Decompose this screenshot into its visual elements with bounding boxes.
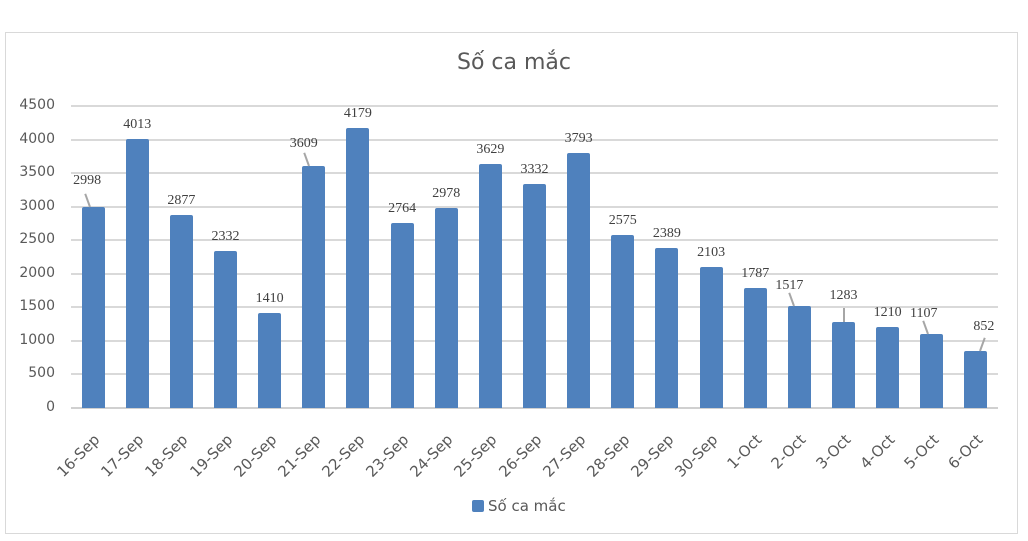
bar-29-Sep <box>655 247 679 408</box>
gridline <box>71 172 998 175</box>
bar-24-Sep <box>434 208 458 408</box>
data-label: 1283 <box>829 287 858 303</box>
data-label: 4013 <box>123 116 152 132</box>
legend-label: Số ca mắc <box>488 497 566 515</box>
y-tick-label: 1000 <box>19 331 55 348</box>
data-label: 852 <box>973 318 995 334</box>
legend: Số ca mắc <box>472 497 566 515</box>
bar-6-Oct <box>964 350 988 408</box>
y-tick-label: 0 <box>46 399 55 415</box>
bar-18-Sep <box>169 214 193 408</box>
gridline <box>71 105 998 107</box>
data-label: 1787 <box>741 266 770 282</box>
y-tick-label: 2000 <box>19 264 55 281</box>
data-label: 2978 <box>432 186 461 202</box>
y-tick-label: 2500 <box>19 231 55 248</box>
bar-21-Sep <box>302 165 326 408</box>
legend-swatch-icon <box>472 500 484 512</box>
data-label: 1517 <box>775 278 804 294</box>
data-label: 2575 <box>608 213 637 229</box>
bar-19-Sep <box>214 251 237 408</box>
data-label: 3793 <box>564 131 593 147</box>
y-tick-label: 500 <box>28 365 55 382</box>
data-label: 4179 <box>343 105 372 121</box>
bar-28-Sep <box>611 235 635 408</box>
bar-2-Oct <box>787 306 811 408</box>
data-label: 1410 <box>255 291 284 307</box>
bar-23-Sep <box>390 222 414 408</box>
data-label: 2389 <box>652 225 681 241</box>
data-label: 3629 <box>476 142 505 158</box>
bar-4-Oct <box>876 326 900 408</box>
y-tick-label: 1500 <box>19 298 55 315</box>
bar-20-Sep <box>258 313 282 408</box>
bar-26-Sep <box>523 184 546 408</box>
bar-17-Sep <box>125 138 149 408</box>
gridline <box>71 138 998 141</box>
bar-16-Sep <box>81 206 105 408</box>
y-tick-label: 3500 <box>19 164 55 181</box>
data-label: 2103 <box>697 244 726 260</box>
data-label: 3332 <box>520 162 549 178</box>
bar-30-Sep <box>699 266 723 408</box>
data-label: 3609 <box>289 135 318 151</box>
y-tick-label: 4000 <box>19 130 55 147</box>
bar-5-Oct <box>920 333 944 408</box>
bar-27-Sep <box>567 153 591 408</box>
bar-25-Sep <box>478 164 502 408</box>
bar-3-Oct <box>832 321 855 408</box>
leader-line <box>842 307 845 322</box>
data-label: 1107 <box>910 305 938 321</box>
data-label: 1210 <box>873 304 902 320</box>
data-label: 2998 <box>73 172 102 188</box>
x-axis-line <box>71 407 998 409</box>
data-label: 2332 <box>211 229 240 245</box>
y-tick-label: 3000 <box>19 197 55 214</box>
bar-22-Sep <box>346 127 370 408</box>
data-label: 2764 <box>388 200 417 216</box>
y-tick-label: 4500 <box>19 97 55 113</box>
data-label: 2877 <box>167 192 196 208</box>
bar-1-Oct <box>743 288 767 408</box>
chart-title: Số ca mắc <box>457 50 571 75</box>
